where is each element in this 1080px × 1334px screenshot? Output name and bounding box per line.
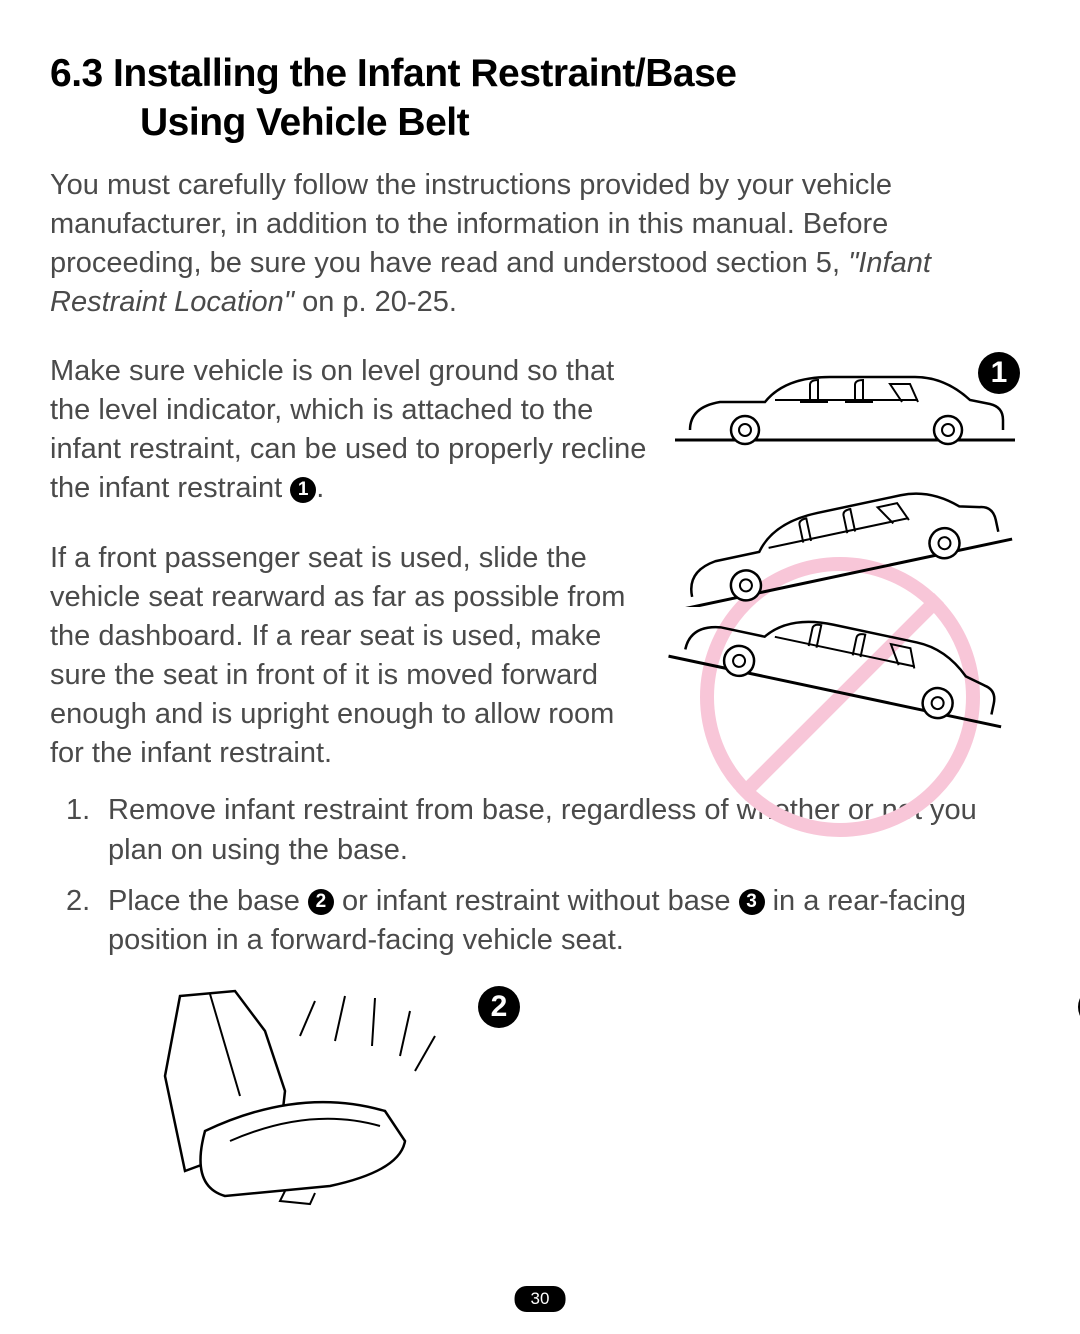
intro-text-b: on p. 20-25. xyxy=(294,286,457,318)
figure-2-label: 2 xyxy=(478,986,520,1028)
car-downhill-icon xyxy=(665,597,1015,737)
figure-2: 2 xyxy=(150,986,490,1206)
marker-1-inline: 1 xyxy=(290,477,316,503)
bottom-figures-row: 2 3 xyxy=(50,972,1030,1206)
base-seat-icon xyxy=(150,986,450,1206)
two-column-section: Make sure vehicle is on level ground so … xyxy=(50,352,1030,783)
p2-text-b: . xyxy=(316,472,324,504)
step-2-text-a: Place the base xyxy=(108,885,308,917)
marker-2-inline: 2 xyxy=(308,889,334,915)
car-level-icon xyxy=(670,352,1020,447)
car-uphill-icon xyxy=(665,467,1015,607)
figure-1-label: 1 xyxy=(978,352,1020,394)
left-text-column: Make sure vehicle is on level ground so … xyxy=(50,352,650,783)
figure-3: 3 xyxy=(630,986,970,1206)
marker-3-inline: 3 xyxy=(739,889,765,915)
seat-position-paragraph: If a front passenger seat is used, slide… xyxy=(50,539,650,774)
step-1-number: 1. xyxy=(50,791,108,869)
prohibition-figure xyxy=(670,447,1030,737)
step-2-text: Place the base 2 or infant restraint wit… xyxy=(108,882,1030,960)
intro-text-a: You must carefully follow the instructio… xyxy=(50,169,892,279)
step-2: 2. Place the base 2 or infant restraint … xyxy=(50,882,1030,960)
section-heading: 6.3 Installing the Infant Restraint/Base… xyxy=(50,50,1030,148)
heading-line-1: 6.3 Installing the Infant Restraint/Base xyxy=(50,52,737,95)
heading-line-2: Using Vehicle Belt xyxy=(50,99,469,148)
step-2-number: 2. xyxy=(50,882,108,960)
p2-text-a: Make sure vehicle is on level ground so … xyxy=(50,355,646,504)
step-2-text-b: or infant restraint without base xyxy=(334,885,739,917)
right-figure-column: 1 xyxy=(670,352,1030,783)
page-number-badge: 30 xyxy=(515,1286,566,1312)
intro-paragraph: You must carefully follow the instructio… xyxy=(50,166,1030,323)
level-ground-paragraph: Make sure vehicle is on level ground so … xyxy=(50,352,650,509)
